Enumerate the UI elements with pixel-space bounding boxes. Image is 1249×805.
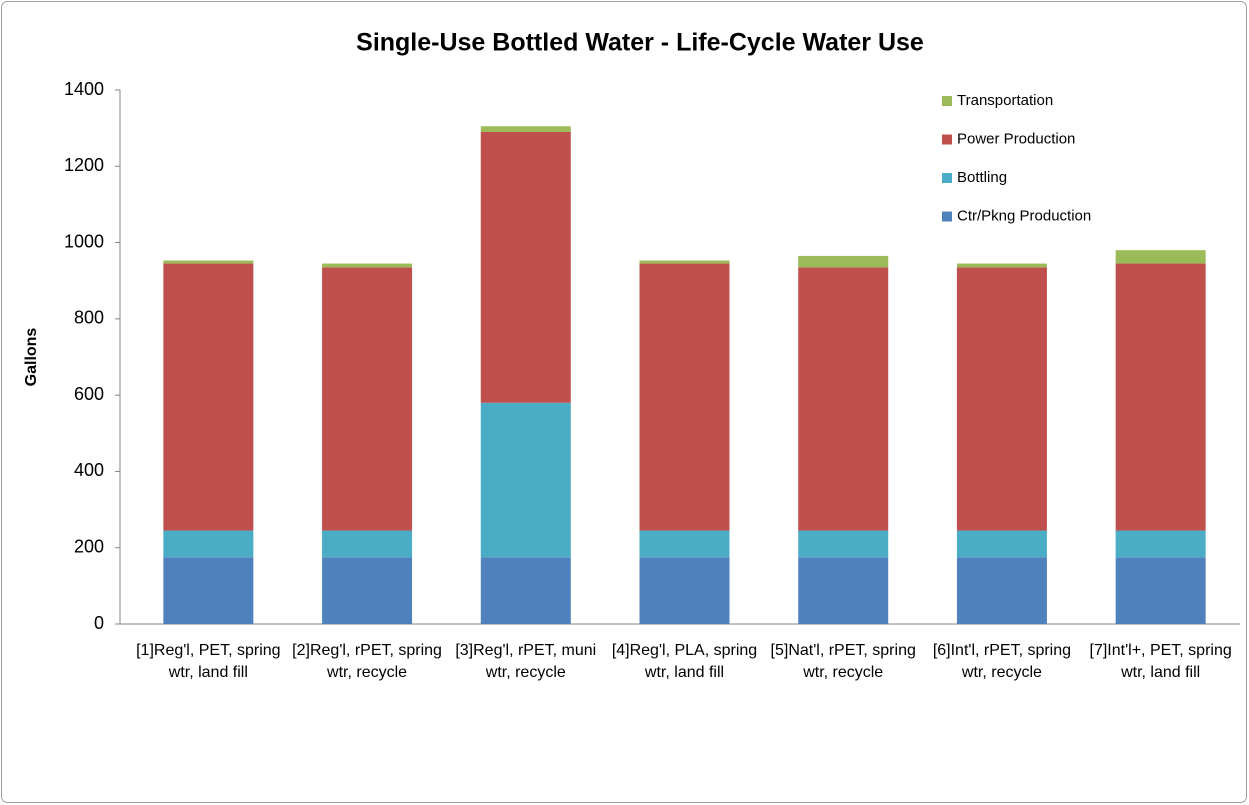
legend-label: Power Production: [957, 130, 1075, 147]
bar-segment: [956, 267, 1047, 531]
bar-segment: [1115, 530, 1206, 558]
bar-segment: [798, 530, 889, 558]
bar-segment: [480, 126, 571, 132]
x-tick-label: [4]Reg'l, PLA, spring wtr, land fill: [611, 642, 758, 681]
x-tick-label: [1]Reg'l, PET, spring wtr, land fill: [136, 642, 281, 681]
bar-segment: [798, 267, 889, 531]
bar-segment: [322, 263, 413, 268]
y-tick-label: 1200: [64, 155, 104, 175]
bar-segment: [956, 263, 1047, 268]
legend-label: Transportation: [957, 92, 1053, 109]
bar-segment: [956, 530, 1047, 558]
bar-segment: [639, 557, 730, 624]
y-tick-label: 0: [94, 613, 104, 633]
y-tick-label: 800: [74, 308, 104, 328]
x-tick-label: [7]Int'l+, PET, spring wtr, land fill: [1089, 642, 1232, 681]
bar-segment: [322, 530, 413, 558]
bar-segment: [480, 557, 571, 624]
legend-swatch: [942, 134, 952, 145]
bar-segment: [322, 267, 413, 531]
x-tick-label: [6]Int'l, rPET, spring wtr, recycle: [932, 642, 1072, 681]
bar-segment: [639, 260, 730, 264]
bar-segment: [1115, 263, 1206, 531]
y-tick-label: 400: [74, 460, 104, 480]
bar-segment: [480, 402, 571, 558]
bar-segment: [163, 530, 254, 558]
y-tick-label: 600: [74, 384, 104, 404]
bar-segment: [798, 255, 889, 268]
y-axis-label: Gallons: [23, 328, 40, 387]
legend-swatch: [942, 211, 952, 222]
legend-label: Bottling: [957, 169, 1007, 186]
bar-segment: [163, 260, 254, 264]
x-tick-label: [5]Nat'l, rPET, spring wtr, recycle: [770, 642, 916, 681]
bar-segment: [163, 263, 254, 531]
bar-segment: [639, 263, 730, 531]
bar-segment: [1115, 250, 1206, 264]
y-tick-label: 1400: [64, 79, 104, 99]
bar-segment: [163, 557, 254, 624]
bar-segment: [480, 131, 571, 403]
legend-swatch: [942, 96, 952, 106]
chart-title: Single-Use Bottled Water - Life-Cycle Wa…: [356, 29, 924, 57]
bar-segment: [639, 530, 730, 558]
y-tick-label: 200: [74, 536, 104, 556]
y-tick-label: 1000: [64, 231, 104, 251]
legend-label: Ctr/Pkng Production: [957, 207, 1091, 224]
legend-swatch: [942, 173, 952, 183]
bar-segment: [1115, 557, 1206, 624]
bar-segment: [956, 557, 1047, 624]
bar-segment: [322, 557, 413, 624]
x-tick-label: [2]Reg'l, rPET, spring wtr, recycle: [292, 642, 442, 681]
x-tick-label: [3]Reg'l, rPET, muni wtr, recycle: [455, 642, 597, 681]
bar-segment: [798, 557, 889, 624]
